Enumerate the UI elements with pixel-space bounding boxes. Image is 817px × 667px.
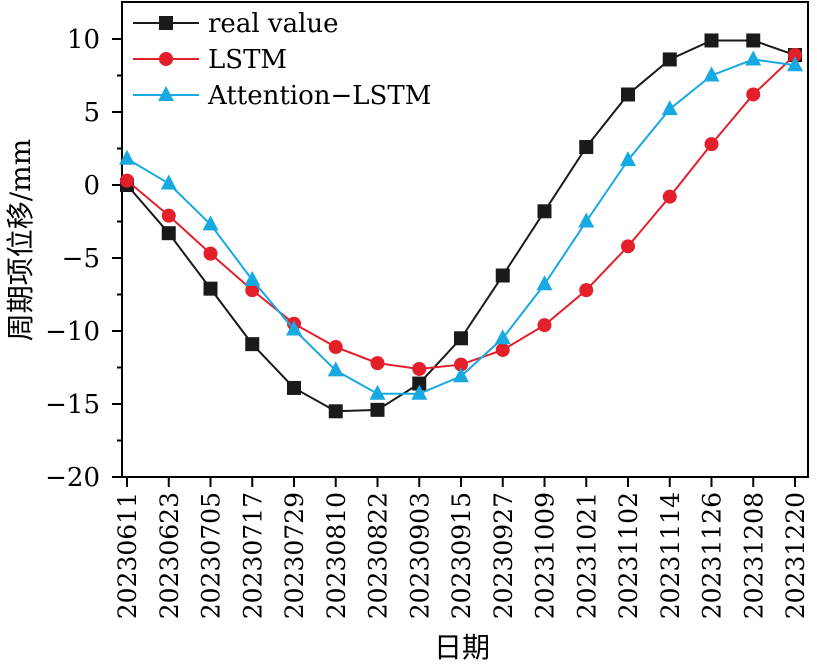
x-tick-label: 20230810 (322, 492, 351, 619)
data-point-triangle (411, 384, 428, 400)
legend-label: real value (208, 9, 339, 39)
data-point-triangle (620, 151, 636, 167)
x-tick-label: 20231021 (572, 492, 601, 619)
plot-frame (121, 1, 809, 478)
data-point-circle (704, 137, 719, 152)
data-point-triangle (745, 50, 762, 66)
y-tick-label: −5 (62, 244, 100, 274)
data-point-circle (662, 189, 677, 204)
x-tick-label: 20230915 (447, 492, 476, 619)
data-point-square (245, 337, 260, 352)
x-tick-label: 20230822 (364, 492, 393, 619)
data-point-triangle (369, 384, 386, 400)
y-tick-label: −10 (45, 317, 100, 347)
data-point-triangle (119, 149, 135, 165)
data-point-square (662, 52, 677, 67)
x-tick-label: 20231102 (614, 492, 643, 619)
data-point-circle (746, 87, 761, 102)
data-point-square (495, 268, 510, 283)
data-point-square (537, 204, 552, 219)
legend-item: LSTM (133, 45, 287, 75)
data-point-circle (454, 357, 468, 372)
data-point-square (704, 33, 719, 48)
data-point-circle (159, 52, 173, 66)
legend-item: real value (133, 9, 339, 39)
data-point-square (746, 33, 761, 48)
data-point-circle (788, 48, 802, 63)
x-tick-label: 20230705 (197, 492, 226, 619)
data-point-circle (245, 283, 260, 298)
x-tick-label: 20230729 (280, 492, 309, 619)
data-point-triangle (494, 329, 511, 345)
y-axis-title: 周期项位移/mm (4, 139, 37, 342)
y-tick-label: 5 (83, 98, 100, 128)
x-tick-label: 20231114 (656, 492, 685, 619)
x-tick-label: 20230903 (405, 492, 434, 619)
x-tick-label: 20230927 (489, 492, 518, 619)
data-point-circle (370, 356, 385, 371)
data-point-circle (120, 173, 134, 188)
data-point-circle (495, 342, 510, 357)
data-point-square (579, 140, 594, 155)
data-point-square (203, 281, 218, 296)
y-tick-label: 10 (67, 25, 100, 55)
data-point-triangle (453, 367, 469, 383)
data-point-circle (579, 283, 594, 298)
x-tick-label: 20231208 (739, 492, 768, 619)
data-point-square (621, 87, 635, 102)
data-point-circle (161, 208, 176, 223)
data-point-circle (412, 361, 427, 376)
data-point-triangle (158, 86, 174, 101)
data-point-circle (537, 318, 552, 333)
y-tick-label: −20 (45, 463, 100, 493)
y-tick-label: −15 (45, 390, 100, 420)
x-tick-label: 20231220 (781, 492, 810, 619)
data-point-triangle (578, 212, 595, 228)
data-point-triangle (787, 56, 803, 72)
x-tick-label: 20231126 (698, 492, 727, 619)
x-tick-label: 20230717 (238, 492, 267, 619)
legend-label: Attention−LSTM (207, 81, 431, 111)
data-point-triangle (327, 361, 344, 377)
data-point-triangle (661, 100, 678, 116)
data-point-triangle (286, 320, 302, 336)
x-axis-title: 日期 (434, 631, 490, 664)
x-tick-label: 20230611 (113, 492, 142, 619)
data-point-triangle (536, 275, 553, 291)
data-point-square (454, 331, 468, 346)
x-tick-label: 20231009 (531, 492, 560, 619)
data-point-triangle (244, 270, 261, 286)
legend-item: Attention−LSTM (133, 81, 431, 111)
data-point-square (370, 402, 385, 417)
series-2 (119, 50, 803, 400)
data-point-circle (328, 340, 343, 355)
series-1 (120, 48, 802, 376)
data-point-triangle (160, 174, 177, 190)
data-point-square (412, 376, 427, 391)
data-point-triangle (703, 66, 720, 82)
y-tick-label: 0 (83, 171, 100, 201)
data-point-circle (621, 239, 635, 254)
data-point-triangle (202, 215, 219, 231)
x-tick-label: 20230623 (155, 492, 184, 619)
legend-label: LSTM (208, 45, 287, 75)
data-point-square (161, 226, 176, 241)
data-point-circle (203, 246, 218, 261)
data-point-square (159, 16, 173, 30)
data-point-square (328, 404, 343, 419)
data-point-square (287, 380, 301, 395)
